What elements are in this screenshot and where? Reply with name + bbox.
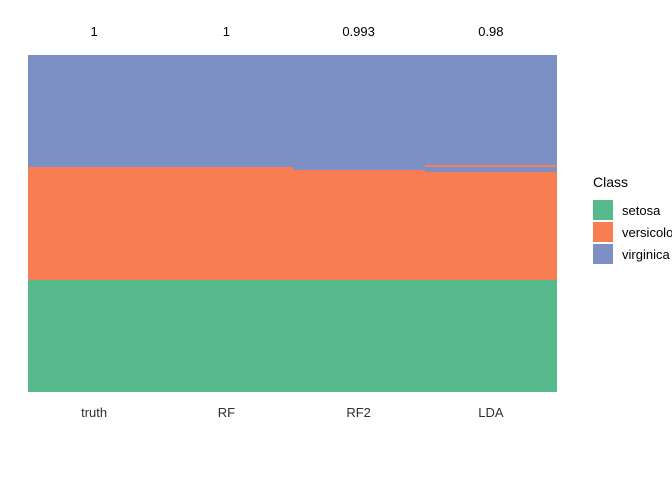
plot-panel <box>28 55 557 392</box>
bar-segment-RF2-versicolor <box>292 169 425 280</box>
bar-segment-truth-virginica <box>28 55 161 168</box>
bar-segment-LDA-virginica <box>424 167 557 172</box>
x-axis-label-truth: truth <box>81 405 108 420</box>
accuracy-label-truth: 1 <box>90 24 98 39</box>
bar-column-RF2 <box>292 55 425 392</box>
legend-swatch-versicolor <box>593 222 613 242</box>
x-axis-label-RF2: RF2 <box>346 405 371 420</box>
bar-segment-truth-versicolor <box>28 167 161 280</box>
bar-segment-RF-versicolor <box>160 167 293 280</box>
bar-segment-LDA-versicolor <box>424 171 557 280</box>
legend-title: Class <box>593 174 629 190</box>
bar-segment-LDA-versicolor <box>424 165 557 168</box>
legend-label-setosa: setosa <box>622 202 661 218</box>
accuracy-label-RF: 1 <box>222 24 230 39</box>
legend-entry-versicolor: versicolor <box>593 222 672 242</box>
bar-column-LDA <box>424 55 557 392</box>
legend-entry-virginica: virginica <box>593 244 672 264</box>
x-axis-label-LDA: LDA <box>478 405 504 420</box>
bar-column-truth <box>28 55 161 392</box>
bar-segment-LDA-virginica <box>424 55 557 166</box>
legend-swatch-setosa <box>593 200 613 220</box>
bar-segment-RF-virginica <box>160 55 293 168</box>
legend-swatch-virginica <box>593 244 613 264</box>
legend: Class setosa versicolor virginica <box>593 174 672 266</box>
bar-segment-RF2-setosa <box>292 279 425 392</box>
bar-segment-RF2-virginica <box>292 55 425 170</box>
x-axis-label-RF: RF <box>217 405 236 420</box>
legend-label-virginica: virginica <box>622 246 670 262</box>
bar-column-RF <box>160 55 293 392</box>
bar-segment-LDA-setosa <box>424 279 557 392</box>
bar-segment-RF-setosa <box>160 279 293 392</box>
legend-entry-setosa: setosa <box>593 200 672 220</box>
legend-label-versicolor: versicolor <box>622 224 672 240</box>
accuracy-label-LDA: 0.98 <box>478 24 504 39</box>
legend-entries: setosa versicolor virginica <box>593 200 672 264</box>
bar-segment-truth-setosa <box>28 279 161 392</box>
accuracy-label-RF2: 0.993 <box>342 24 375 39</box>
